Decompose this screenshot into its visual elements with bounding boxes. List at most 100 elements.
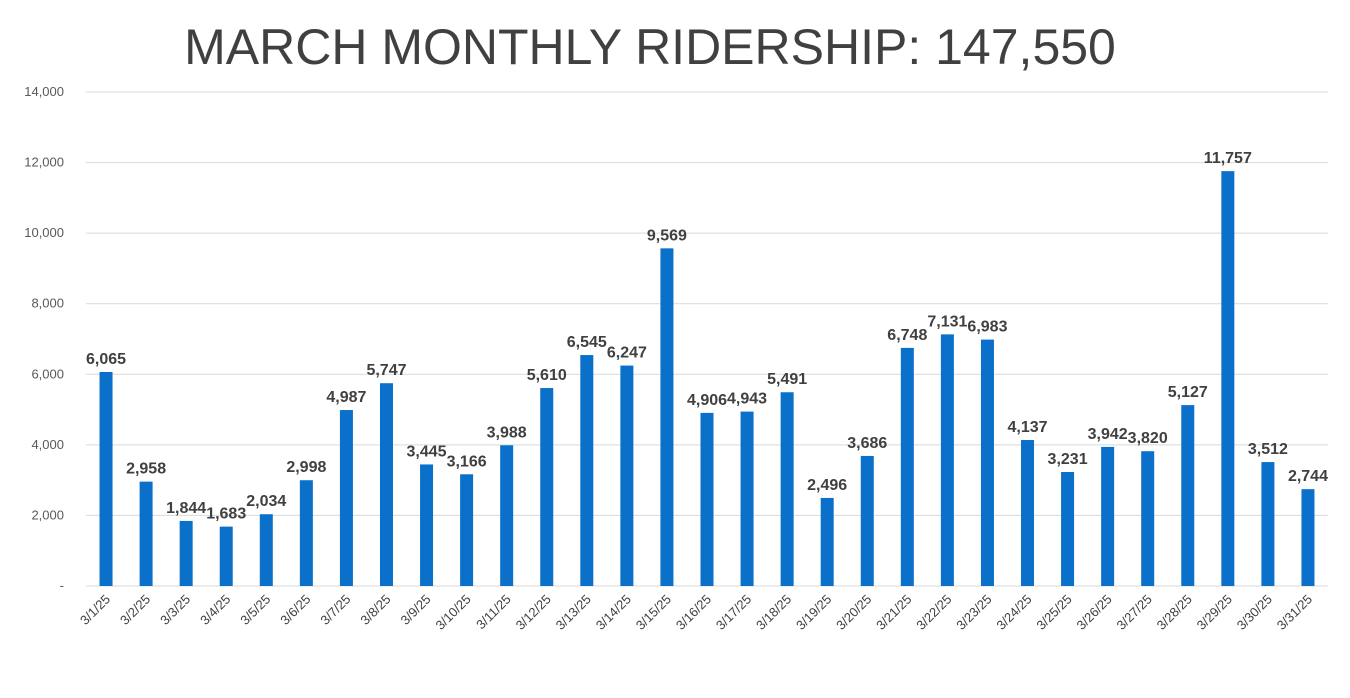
bar <box>1021 440 1035 586</box>
bar <box>540 388 554 586</box>
data-label: 6,545 <box>567 334 607 351</box>
y-tick-label: 10,000 <box>24 225 64 240</box>
x-tick-label: 3/9/25 <box>397 592 433 628</box>
bar <box>1141 451 1155 586</box>
data-label: 4,137 <box>1007 419 1047 436</box>
x-tick-label: 3/4/25 <box>197 592 233 628</box>
bar <box>1181 405 1195 586</box>
bar <box>620 365 634 586</box>
bar <box>820 497 834 586</box>
bars <box>99 171 1315 586</box>
y-tick-label: 4,000 <box>31 437 64 452</box>
data-label: 5,491 <box>767 371 807 388</box>
x-tick-label: 3/28/25 <box>1154 592 1195 633</box>
bar <box>1101 446 1115 586</box>
bar <box>379 383 393 586</box>
data-label: 2,958 <box>126 461 166 478</box>
x-tick-label: 3/27/25 <box>1114 592 1155 633</box>
bar <box>580 355 594 586</box>
bar <box>1301 489 1315 586</box>
x-tick-label: 3/30/25 <box>1234 592 1275 633</box>
data-label: 3,445 <box>407 443 447 460</box>
data-label: 3,686 <box>847 435 887 452</box>
data-label: 3,942 <box>1088 426 1128 443</box>
data-label: 5,610 <box>527 367 567 384</box>
data-label: 4,987 <box>326 389 366 406</box>
x-axis-ticks: 3/1/25 3/2/25 3/3/25 3/4/25 3/5/25 3/6/25 3/7/… <box>77 592 1315 633</box>
y-tick-label: 6,000 <box>31 366 64 381</box>
x-tick-label: 3/22/25 <box>913 592 954 633</box>
x-tick-label: 3/13/25 <box>553 592 594 633</box>
data-label: 4,943 <box>727 391 767 408</box>
x-tick-label: 3/25/25 <box>1033 592 1074 633</box>
bar <box>339 410 353 586</box>
data-label: 3,988 <box>487 424 527 441</box>
bar <box>740 411 754 586</box>
data-label: 3,231 <box>1048 451 1088 468</box>
x-tick-label: 3/19/25 <box>793 592 834 633</box>
x-tick-label: 3/14/25 <box>593 592 634 633</box>
x-tick-label: 3/18/25 <box>753 592 794 633</box>
chart-title: MARCH MONTHLY RIDERSHIP: 147,550 <box>184 19 1116 75</box>
bar <box>700 412 714 586</box>
x-tick-label: 3/1/25 <box>77 592 113 628</box>
bar <box>420 464 434 586</box>
bar <box>940 334 954 586</box>
x-tick-label: 3/12/25 <box>513 592 554 633</box>
x-tick-label: 3/3/25 <box>157 592 193 628</box>
data-label: 3,166 <box>447 453 487 470</box>
bar <box>1061 471 1075 586</box>
bar <box>299 480 313 586</box>
x-tick-label: 3/20/25 <box>833 592 874 633</box>
y-axis-ticks: - 2,000 4,000 6,000 8,000 10,000 12,000 14,000 <box>24 84 64 593</box>
y-tick-label: 2,000 <box>31 507 64 522</box>
bar <box>780 392 794 586</box>
bar <box>219 526 233 586</box>
bar <box>139 481 153 586</box>
bar <box>179 520 193 586</box>
data-label: 5,127 <box>1168 384 1208 401</box>
bar <box>1221 171 1235 586</box>
bar <box>99 371 113 586</box>
bar <box>660 248 674 586</box>
data-label: 3,512 <box>1248 441 1288 458</box>
x-tick-label: 3/10/25 <box>432 592 473 633</box>
bar <box>980 339 994 586</box>
bar <box>259 514 273 586</box>
x-tick-label: 3/26/25 <box>1073 592 1114 633</box>
x-tick-label: 3/16/25 <box>673 592 714 633</box>
x-tick-label: 3/15/25 <box>633 592 674 633</box>
x-tick-label: 3/7/25 <box>317 592 353 628</box>
bar <box>900 347 914 586</box>
x-tick-label: 3/24/25 <box>993 592 1034 633</box>
data-label: 9,569 <box>647 227 687 244</box>
x-tick-label: 3/2/25 <box>117 592 153 628</box>
x-tick-label: 3/23/25 <box>953 592 994 633</box>
y-tick-label: 12,000 <box>24 155 64 170</box>
bar <box>500 445 514 586</box>
data-label: 6,748 <box>887 327 927 344</box>
x-tick-label: 3/11/25 <box>473 592 514 633</box>
data-label: 1,683 <box>206 506 246 523</box>
data-label: 1,844 <box>166 500 206 517</box>
x-tick-label: 3/29/25 <box>1194 592 1235 633</box>
data-label: 4,906 <box>687 392 727 409</box>
x-tick-label: 3/5/25 <box>237 592 273 628</box>
bar <box>860 455 874 586</box>
data-label: 2,998 <box>286 459 326 476</box>
x-tick-label: 3/17/25 <box>713 592 754 633</box>
x-tick-label: 3/21/25 <box>873 592 914 633</box>
data-label: 6,983 <box>967 319 1007 336</box>
bar <box>460 474 474 586</box>
data-label: 2,496 <box>807 477 847 494</box>
data-label: 2,744 <box>1288 468 1328 485</box>
x-tick-label: 3/31/25 <box>1274 592 1315 633</box>
x-tick-label: 3/8/25 <box>357 592 393 628</box>
y-tick-label: - <box>60 578 64 593</box>
y-tick-label: 14,000 <box>24 84 64 99</box>
data-label: 3,820 <box>1128 430 1168 447</box>
data-label: 6,065 <box>86 351 126 368</box>
data-label: 2,034 <box>246 493 286 510</box>
